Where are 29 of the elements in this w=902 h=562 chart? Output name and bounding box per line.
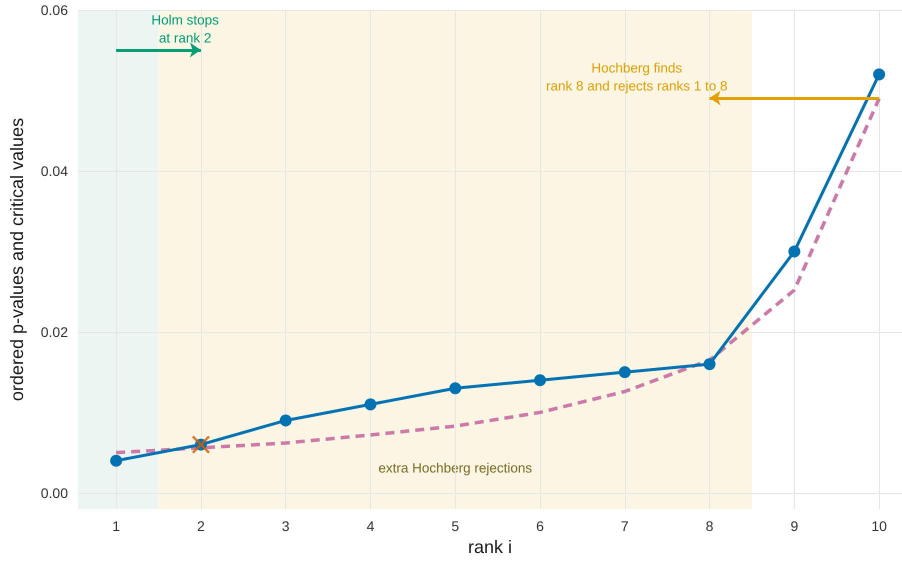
x-tick-label: 3: [282, 518, 290, 534]
band-label: extra Hochberg rejections: [378, 460, 532, 476]
point: [534, 374, 546, 386]
point: [280, 414, 292, 426]
y-tick-label: 0.06: [40, 2, 68, 18]
y-tick-label: 0.04: [40, 162, 68, 179]
point: [110, 454, 122, 467]
x-tick-label: 7: [620, 518, 629, 534]
x-tick-label: 8: [706, 518, 714, 534]
x-tick-label: 6: [536, 518, 544, 534]
x-tick-label: 4: [366, 518, 375, 534]
annotation: Holm stops at rank 2: [151, 12, 220, 46]
point: [788, 245, 800, 258]
x-tick-label: 9: [790, 518, 798, 534]
point: [704, 358, 716, 370]
point: [618, 366, 631, 378]
point: [449, 382, 462, 394]
point: [364, 398, 376, 410]
y-axis-title: ordered p-values and critical values: [7, 118, 27, 402]
point: [873, 68, 886, 80]
point: [192, 436, 210, 454]
y-tick-label: 0.00: [40, 484, 68, 501]
x-tick-label: 1: [112, 518, 120, 534]
annotation: Hochberg finds rank 8 and rejects ranks 1 to 8: [546, 60, 728, 94]
y-tick-label: 0.02: [40, 324, 68, 340]
x-tick-label: 10: [871, 518, 888, 534]
x-axis-title: rank i: [468, 536, 512, 557]
x-tick-label: 2: [197, 518, 206, 534]
x-tick-label: 5: [451, 518, 460, 534]
